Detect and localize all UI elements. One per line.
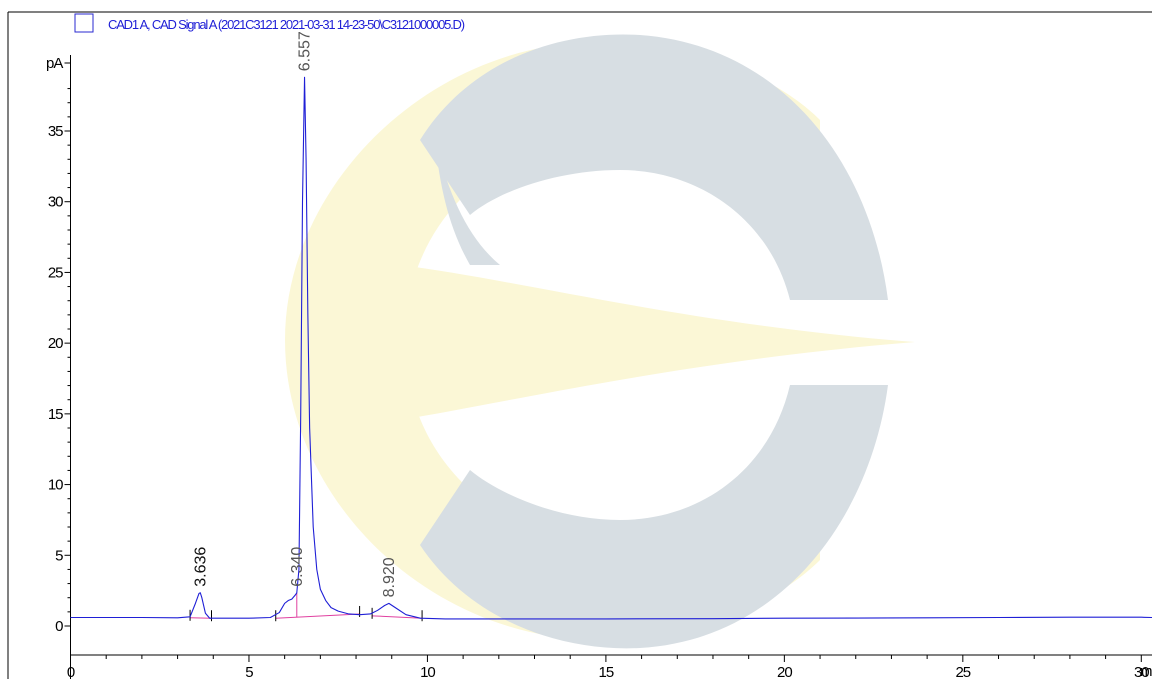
y-axis-unit-label: pA — [46, 55, 63, 72]
peak-label: 6.340 — [289, 547, 306, 587]
y-tick-label: 0 — [55, 618, 63, 635]
peak-label: 3.636 — [192, 547, 209, 587]
y-tick-label: 25 — [48, 264, 63, 281]
x-tick-label: 10 — [420, 664, 435, 679]
baseline-segment — [372, 615, 423, 619]
y-tick-label: 15 — [48, 406, 63, 423]
y-tick-label: 30 — [48, 194, 63, 211]
peak-label: 8.920 — [381, 557, 398, 597]
watermark-gray-upper — [420, 34, 888, 300]
y-tick-label: 10 — [48, 477, 63, 494]
watermark-gray-wedge-edge — [435, 140, 500, 265]
x-tick-label: 5 — [245, 664, 253, 679]
axes: 0 5 10 15 20 25 30 35 0 5 10 15 20 25 30 — [48, 55, 1152, 679]
baseline-segment — [275, 613, 360, 619]
legend-swatch — [74, 13, 94, 33]
x-tick-label: 25 — [955, 664, 970, 679]
x-tick-label: 20 — [777, 664, 792, 679]
watermark-yellow-wedge — [400, 265, 915, 420]
y-tick-label: 35 — [48, 123, 63, 140]
baseline-segments — [189, 592, 423, 622]
watermark-yellow-shape — [285, 42, 820, 640]
y-tick-label: 20 — [48, 335, 63, 352]
x-tick-label: 30 — [1134, 664, 1149, 679]
x-tick-label: 15 — [599, 664, 614, 679]
x-axis-unit-label: min — [1140, 663, 1152, 679]
legend-label: CAD1 A, CAD Signal A (2021C3121 2021-03-… — [108, 17, 465, 32]
y-tick-label: 5 — [55, 547, 63, 564]
x-tick-label: 0 — [67, 664, 75, 679]
watermark-logo — [285, 34, 915, 649]
watermark-gray-lower — [420, 385, 888, 649]
peak-label: 6.557 — [297, 31, 314, 71]
signal-trace — [70, 76, 1152, 620]
peak-labels: 3.636 6.340 6.557 8.920 — [192, 31, 398, 597]
